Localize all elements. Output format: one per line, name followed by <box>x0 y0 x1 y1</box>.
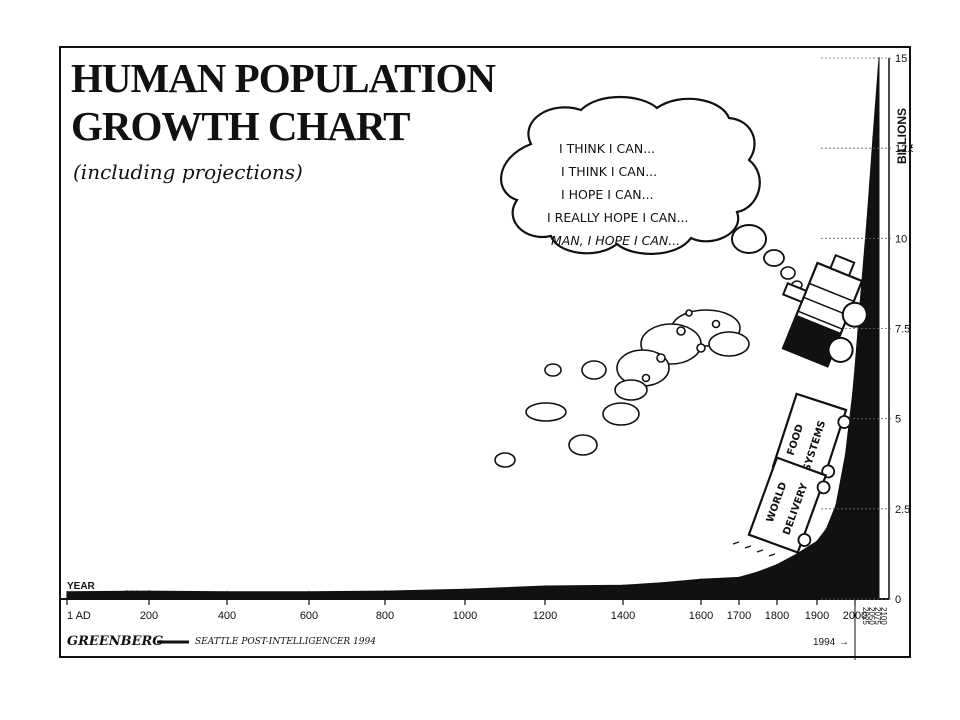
y-tick-label: 10 <box>895 233 907 245</box>
bubble-line-4: I REALLY HOPE I CAN... <box>547 210 689 225</box>
data-point <box>661 582 663 584</box>
data-point <box>738 576 740 579</box>
x-tick-label: 1400 <box>611 610 635 622</box>
data-point <box>851 392 854 395</box>
data-point <box>66 591 68 593</box>
data-point <box>866 219 868 222</box>
x-axis-label: YEAR <box>67 581 96 592</box>
population-chart: HUMAN POPULATION GROWTH CHART (including… <box>61 53 913 660</box>
x-tick-label: 1900 <box>805 610 829 622</box>
bubble-line-3: I HOPE I CAN... <box>561 187 654 202</box>
world-delivery-car: WORLD DELIVERY <box>747 456 831 554</box>
x-tick-label: 800 <box>376 610 394 622</box>
x-tick-label: 1 AD <box>67 610 91 622</box>
y-tick-label: 0 <box>895 594 901 606</box>
bubble-line-2: I THINK I CAN... <box>561 164 657 179</box>
x-axis: 1 AD 200 400 600 800 1000 1200 1400 1600 1700 1800… <box>61 595 889 660</box>
data-point <box>384 590 386 592</box>
y-tick-label: 2.5 <box>895 504 910 516</box>
y-axis: 0 2.5 5 7.5 10 12.5 15 <box>821 53 913 606</box>
data-point <box>700 578 702 580</box>
data-point <box>308 591 310 593</box>
food-systems-car: FOOD SYSTEMS <box>771 392 852 484</box>
y-tick-label: 15 <box>895 53 907 65</box>
data-point <box>464 588 466 591</box>
x-tick-projection: 2025 <box>861 607 870 625</box>
thought-bubble: I THINK I CAN... I THINK I CAN... I HOPE… <box>500 95 803 290</box>
y-axis-label: BILLIONS <box>895 108 909 164</box>
data-point <box>622 584 624 587</box>
data-point <box>844 453 847 456</box>
x-tick-label: 400 <box>218 610 236 622</box>
credit-signature: GREENBERG SEATTLE POST-INTELLIGENCER 199… <box>67 634 376 649</box>
y-tick-label: 7.5 <box>895 324 910 336</box>
area-layer <box>66 57 880 600</box>
data-point <box>226 591 228 593</box>
data-point <box>148 590 150 592</box>
x-tick-label: 1800 <box>765 610 789 622</box>
x-tick-label: 1200 <box>533 610 557 622</box>
y-tick-label: 5 <box>895 414 901 426</box>
year-1994-label: 1994 <box>813 637 836 648</box>
data-point <box>854 367 856 370</box>
x-tick-label: 1700 <box>727 610 751 622</box>
data-point <box>835 504 837 507</box>
data-point <box>776 563 778 566</box>
train: FOOD SYSTEMS WORLD DELIVERY <box>732 253 868 557</box>
data-point <box>757 571 759 573</box>
signature-text: GREENBERG <box>67 634 163 649</box>
smoke-cloud <box>494 309 750 468</box>
year-1994-arrow: → <box>839 637 849 648</box>
data-point <box>872 136 874 139</box>
x-tick-projection: 2075 <box>873 607 882 625</box>
data-point <box>825 527 828 530</box>
x-tick-label: 1000 <box>453 610 477 622</box>
data-point <box>544 585 546 587</box>
chart-title: HUMAN POPULATION <box>71 55 496 101</box>
x-tick-label: 600 <box>300 610 318 622</box>
x-tick-label: 200 <box>140 610 158 622</box>
x-tick-label: 1600 <box>689 610 713 622</box>
data-point <box>816 540 818 543</box>
chart-title-line2: GROWTH CHART <box>71 103 410 149</box>
y-tick-label: 12.5 <box>895 143 913 155</box>
motion-dashes <box>732 541 776 557</box>
data-point <box>860 291 862 294</box>
bubble-line-1: I THINK I CAN... <box>559 141 655 156</box>
tick-500-label: 500 <box>124 589 139 599</box>
x-tick-projection: 2050 <box>867 607 876 625</box>
locomotive <box>781 253 868 368</box>
chart-subtitle: (including projections) <box>73 160 303 184</box>
x-tick-projection: 2100 <box>879 607 888 625</box>
source-text: SEATTLE POST-INTELLIGENCER 1994 <box>195 637 376 647</box>
chart-frame: HUMAN POPULATION GROWTH CHART (including… <box>59 46 913 660</box>
bubble-line-5: MAN, I HOPE I CAN... <box>551 233 680 248</box>
